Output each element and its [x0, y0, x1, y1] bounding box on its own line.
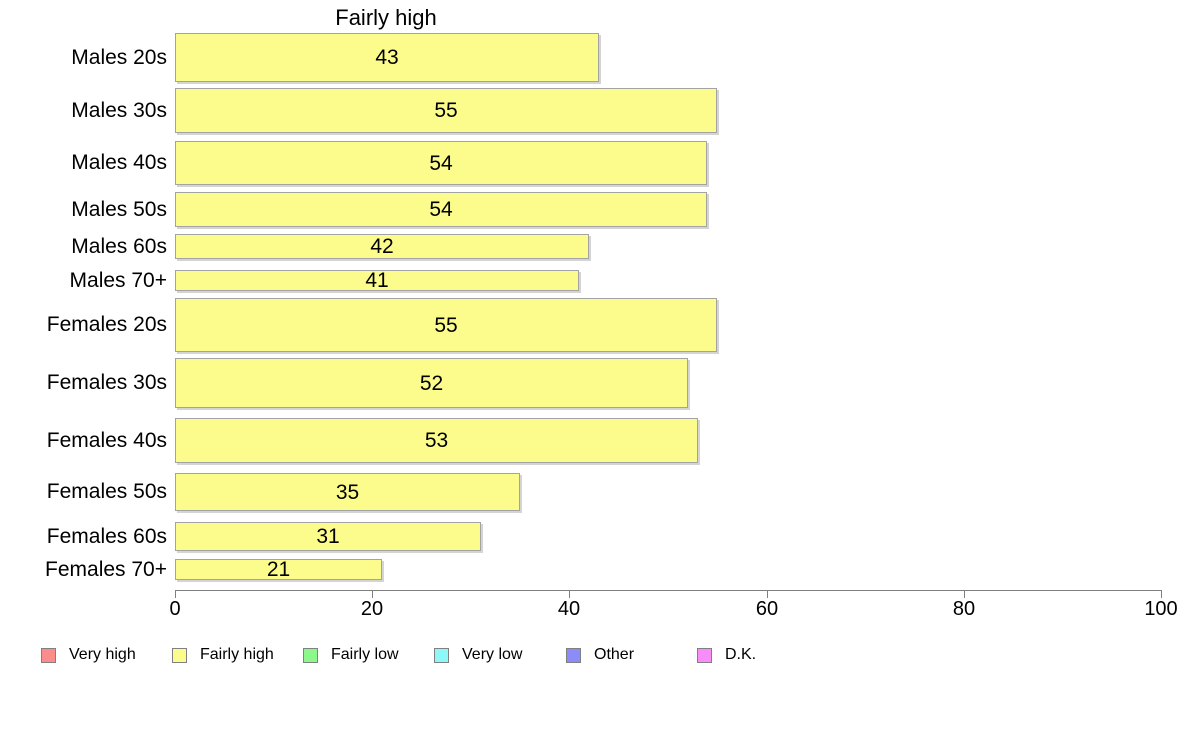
bar-row: Males 60s 42 — [0, 234, 1188, 259]
bar-row: Females 50s 35 — [0, 473, 1188, 511]
category-label: Females 30s — [46, 371, 167, 394]
legend-label: D.K. — [725, 646, 757, 663]
bar: 42 — [175, 234, 589, 259]
bar: 52 — [175, 358, 688, 408]
category-label: Males 70+ — [69, 268, 167, 292]
legend-label: Fairly low — [331, 646, 399, 663]
bar-row: Females 20s 55 — [0, 298, 1188, 352]
legend-label: Fairly high — [200, 646, 274, 663]
category-label: Males 50s — [71, 197, 167, 221]
value-label: 54 — [429, 151, 453, 175]
axis-tick — [767, 590, 768, 598]
bar-row: Males 70+ 41 — [0, 268, 1188, 292]
value-label: 42 — [370, 235, 394, 258]
bar: 41 — [175, 270, 579, 291]
value-label: 52 — [419, 371, 444, 395]
bar-row: Males 20s 43 — [0, 33, 1188, 82]
legend-label: Very high — [69, 646, 136, 663]
bar: 54 — [175, 141, 707, 185]
category-label: Females 60s — [46, 524, 167, 548]
bar-row: Females 40s 53 — [0, 418, 1188, 463]
bar: 55 — [175, 88, 717, 133]
value-label: 31 — [316, 525, 340, 548]
legend-swatch — [697, 647, 712, 663]
bar: 43 — [175, 33, 599, 82]
bar: 55 — [175, 298, 717, 352]
bar-row: Males 30s 55 — [0, 88, 1188, 133]
tick-label: 40 — [557, 598, 581, 620]
bar: 21 — [175, 559, 382, 580]
value-label: 54 — [429, 198, 453, 221]
bar: 54 — [175, 192, 707, 227]
bar-row: Females 70+ 21 — [0, 557, 1188, 581]
axis-tick — [175, 590, 176, 598]
bar-row: Males 50s 54 — [0, 192, 1188, 227]
value-label: 21 — [266, 558, 291, 581]
category-label: Males 30s — [71, 98, 167, 122]
legend-item-very-high: Very high — [41, 646, 136, 664]
bar-row: Males 40s 54 — [0, 141, 1188, 185]
category-label: Females 70+ — [45, 557, 167, 581]
tick-label: 20 — [360, 598, 384, 620]
tick-label: 80 — [952, 598, 976, 620]
legend-swatch — [434, 647, 449, 663]
legend-swatch — [303, 647, 318, 663]
value-label: 53 — [424, 429, 449, 452]
category-label: Males 60s — [71, 234, 167, 258]
tick-label: 100 — [1144, 598, 1178, 620]
x-axis-line — [175, 590, 1162, 591]
legend-item-other: Other — [566, 646, 634, 664]
legend-swatch — [172, 647, 187, 663]
axis-tick — [569, 590, 570, 598]
legend-item-d-k: D.K. — [697, 646, 756, 664]
tick-label: 0 — [169, 598, 181, 620]
value-label: 55 — [434, 99, 458, 122]
legend-label: Other — [594, 646, 635, 663]
bar: 35 — [175, 473, 520, 511]
category-label: Females 20s — [46, 313, 167, 336]
category-label: Females 50s — [46, 480, 167, 503]
bar: 53 — [175, 418, 698, 463]
axis-tick — [964, 590, 965, 598]
legend-label: Very low — [462, 646, 523, 663]
tick-label: 60 — [755, 598, 779, 620]
bar-row: Females 60s 31 — [0, 522, 1188, 551]
legend-item-fairly-low: Fairly low — [303, 646, 399, 664]
value-label: 55 — [434, 313, 458, 337]
axis-tick — [1161, 590, 1162, 598]
legend-item-fairly-high: Fairly high — [172, 646, 274, 664]
value-label: 43 — [375, 46, 399, 69]
category-label: Females 40s — [46, 428, 167, 452]
legend-swatch — [566, 647, 581, 663]
value-label: 41 — [365, 269, 389, 292]
chart-title: Fairly high — [335, 5, 437, 30]
legend-item-very-low: Very low — [434, 646, 522, 664]
category-label: Males 20s — [71, 45, 167, 69]
legend-swatch — [41, 647, 56, 663]
bar-row: Females 30s 52 — [0, 358, 1188, 408]
value-label: 35 — [335, 480, 360, 504]
category-label: Males 40s — [71, 151, 167, 174]
axis-tick — [372, 590, 373, 598]
bar: 31 — [175, 522, 481, 551]
